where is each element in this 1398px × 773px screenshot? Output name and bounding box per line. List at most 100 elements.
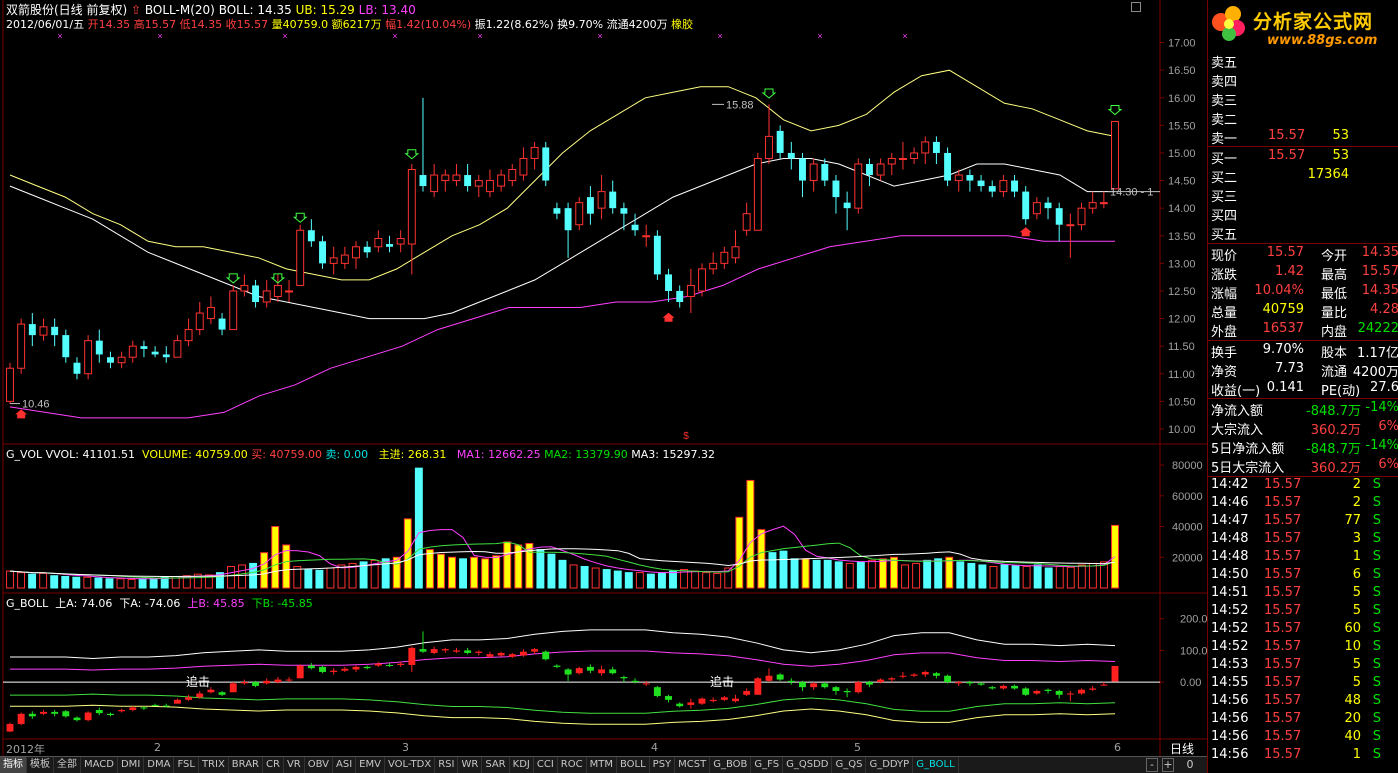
tab-brar[interactable]: BRAR xyxy=(229,757,263,773)
tab-emv[interactable]: EMV xyxy=(356,757,385,773)
tab-g_fs[interactable]: G_FS xyxy=(751,757,784,773)
ob-label: 卖二 xyxy=(1211,113,1238,128)
candle-body-down xyxy=(51,326,59,336)
gboll-body xyxy=(732,698,739,702)
tab-roc[interactable]: ROC xyxy=(558,757,587,773)
tab-dmi[interactable]: DMI xyxy=(118,757,145,773)
tab-g_qsdd[interactable]: G_QSDD xyxy=(783,757,833,773)
candle-body-up xyxy=(340,254,349,264)
tab-dma[interactable]: DMA xyxy=(144,757,175,773)
volume-bar xyxy=(801,558,810,589)
candle-body-up xyxy=(753,157,762,231)
volume-bar xyxy=(569,564,578,589)
tab-wr[interactable]: WR xyxy=(458,757,483,773)
volume-bar xyxy=(470,556,479,589)
tab-g_ddyp[interactable]: G_DDYP xyxy=(866,757,914,773)
tick-volume: 2 xyxy=(1352,477,1361,492)
flow-row: 大宗流入 360.2万 6% xyxy=(1208,419,1398,438)
tab-g_bob[interactable]: G_BOB xyxy=(710,757,752,773)
tab-cr[interactable]: CR xyxy=(263,757,284,773)
tick-time: 14:56 xyxy=(1211,729,1249,744)
tab-指标[interactable]: 指标 xyxy=(0,757,27,773)
gboll-body xyxy=(910,674,918,676)
order-book-sell-row: 卖三 xyxy=(1208,90,1398,109)
tab-macd[interactable]: MACD xyxy=(81,757,118,773)
period-label[interactable]: 日线 xyxy=(1170,742,1195,756)
candle-body-down xyxy=(1044,202,1052,209)
tick-row: 14:56 15.57 20 S xyxy=(1208,711,1398,729)
volume-bar xyxy=(646,573,655,589)
volume-bar xyxy=(657,572,666,589)
volume-bar xyxy=(392,556,401,589)
zoom-in-button[interactable]: + xyxy=(1162,758,1174,772)
vvol-value: VVOL: 41101.51 xyxy=(45,448,135,461)
boll-upper-line xyxy=(9,69,1116,281)
zoom-controls: - + 0 xyxy=(1140,757,1207,773)
candle-body-up xyxy=(39,326,48,336)
zoom-out-button[interactable]: - xyxy=(1146,758,1158,772)
volume-bar xyxy=(1099,561,1108,589)
volume-bar xyxy=(182,575,191,589)
gboll-body xyxy=(419,649,427,652)
tab-模板[interactable]: 模板 xyxy=(27,757,54,773)
candle-body-up xyxy=(1088,202,1097,209)
tick-time: 14:56 xyxy=(1211,747,1249,762)
volume-bar xyxy=(768,552,777,589)
tick-row: 14:52 15.57 60 S xyxy=(1208,621,1398,639)
tab-cci[interactable]: CCI xyxy=(534,757,558,773)
volume-bar xyxy=(1000,564,1009,589)
tab-obv[interactable]: OBV xyxy=(305,757,333,773)
indicator-tab-bar: 指标 模板 全部 MACD DMI DMA FSL TRIX BRAR CR VR OBV ASI EMV… xyxy=(0,756,1207,773)
logo-brand-text: 分析家公式网 xyxy=(1253,11,1374,33)
logo-flower-center-icon xyxy=(1224,19,1234,29)
candle-body-up xyxy=(508,169,517,182)
gboll-body xyxy=(586,666,594,671)
volume-bar xyxy=(923,559,932,589)
gboll-body xyxy=(821,683,829,688)
ob-label: 卖三 xyxy=(1211,94,1238,109)
tab-psy[interactable]: PSY xyxy=(650,757,676,773)
tab-vol-tdx[interactable]: VOL-TDX xyxy=(385,757,436,773)
quote-label: 涨幅 xyxy=(1211,287,1238,302)
tab-fsl[interactable]: FSL xyxy=(174,757,199,773)
candle-body-down xyxy=(1011,180,1019,192)
candle-body-down xyxy=(787,152,795,159)
candle-body-down xyxy=(966,175,974,181)
tab-rsi[interactable]: RSI xyxy=(435,757,459,773)
tab-asi[interactable]: ASI xyxy=(333,757,357,773)
candle-body-down xyxy=(1055,208,1063,225)
tab-sar[interactable]: SAR xyxy=(482,757,510,773)
volume-bar xyxy=(845,562,854,589)
tick-row: 14:52 15.57 5 S xyxy=(1208,603,1398,621)
gboll-body xyxy=(285,679,293,681)
volume-bar xyxy=(227,565,235,589)
tab-vr[interactable]: VR xyxy=(284,757,305,773)
quote-value: 15.57 xyxy=(1266,245,1304,260)
tab-全部[interactable]: 全部 xyxy=(54,757,81,773)
tab-mtm[interactable]: MTM xyxy=(587,757,617,773)
gboll-body xyxy=(386,664,393,666)
candle-body-down xyxy=(676,290,684,302)
gboll-body xyxy=(162,705,170,707)
tab-boll[interactable]: BOLL xyxy=(617,757,650,773)
y-tick-label: 16.50 xyxy=(1168,65,1196,77)
tick-side: S xyxy=(1372,567,1381,582)
gboll-body xyxy=(140,707,148,709)
flow-row: 5日净流入额 -848.7万 -14% xyxy=(1208,438,1398,457)
volume-bar xyxy=(934,558,943,589)
candle-body-down xyxy=(140,346,148,349)
tick-side: S xyxy=(1372,531,1381,546)
quote-label: 总量 xyxy=(1211,306,1238,321)
tab-g_qs[interactable]: G_QS xyxy=(832,757,867,773)
tab-trix[interactable]: TRIX xyxy=(199,757,229,773)
ob-volume: 53 xyxy=(1332,128,1349,143)
gboll-upper-b-line xyxy=(10,650,1116,671)
tab-mcst[interactable]: MCST xyxy=(675,757,711,773)
ob-label: 买二 xyxy=(1211,171,1238,186)
tab-g_boll[interactable]: G_BOLL xyxy=(913,757,959,773)
tab-kdj[interactable]: KDJ xyxy=(510,757,534,773)
y-tick-label: 11.50 xyxy=(1168,341,1195,353)
candle-body-up xyxy=(765,135,773,159)
window-restore-icon[interactable] xyxy=(1131,2,1141,12)
flow-percent: 6% xyxy=(1378,419,1398,434)
